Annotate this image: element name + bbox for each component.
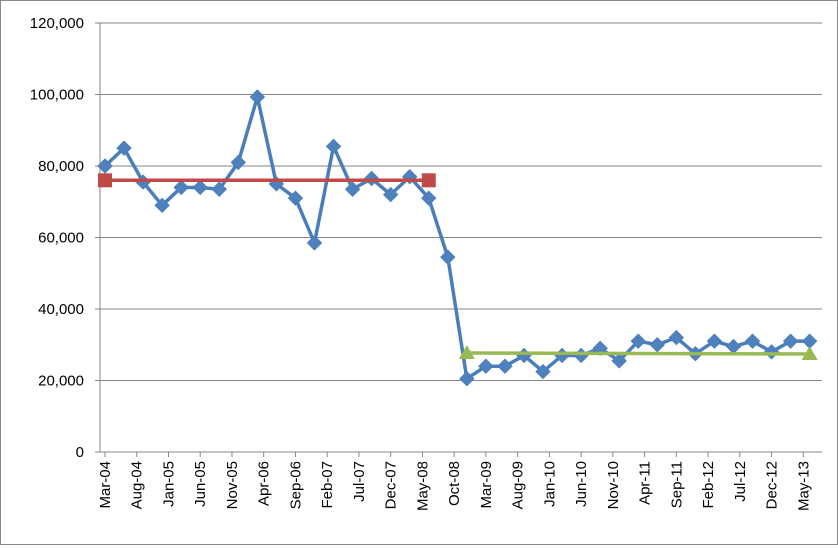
data-point [97, 158, 113, 174]
y-tick-label: 0 [76, 444, 84, 461]
data-point [249, 89, 266, 105]
data-point [801, 346, 818, 361]
data-point [440, 249, 456, 265]
x-tick-label: Dec-07 [383, 461, 400, 509]
x-tick-label: Aug-09 [510, 461, 527, 509]
x-tick-label: Feb-07 [319, 461, 336, 509]
data-point [668, 329, 685, 346]
x-tick-label: Jun-05 [192, 461, 209, 507]
data-point [306, 235, 323, 251]
data-point [744, 333, 761, 349]
data-point [782, 333, 799, 349]
data-point [382, 186, 399, 203]
data-point [116, 140, 132, 156]
y-tick-label: 20,000 [38, 373, 84, 390]
data-point [611, 353, 627, 369]
x-tick-label: Sep-06 [287, 461, 304, 509]
x-tick-label: Feb-12 [700, 461, 717, 509]
x-tick-label: Aug-04 [129, 461, 146, 509]
y-tick-label: 120,000 [30, 15, 84, 32]
y-tick-label: 60,000 [38, 230, 84, 247]
data-point [421, 190, 437, 206]
x-tick-label: Apr-06 [256, 461, 273, 506]
data-point [497, 358, 513, 374]
y-tick-label: 40,000 [38, 301, 84, 318]
y-tick-label: 100,000 [30, 87, 84, 104]
x-tick-label: Nov-10 [605, 461, 622, 509]
x-tick-label: Mar-04 [97, 461, 114, 509]
x-tick-label: Jan-05 [160, 461, 177, 507]
x-tick-label: Oct-08 [446, 461, 463, 506]
data-point [459, 371, 475, 387]
x-tick-label: Jan-10 [541, 461, 558, 507]
x-tick-label: Jun-10 [573, 461, 590, 507]
data-point [173, 179, 189, 196]
data-point [211, 181, 227, 197]
y-tick-label: 80,000 [38, 158, 84, 175]
data-point [421, 173, 436, 188]
series-line [466, 351, 810, 356]
data-point [154, 197, 170, 214]
x-tick-label: May-08 [414, 461, 431, 511]
data-point [230, 154, 247, 171]
data-point [344, 181, 361, 197]
x-tick-label: Apr-11 [637, 461, 654, 505]
data-point [192, 179, 208, 196]
data-point [478, 358, 494, 374]
data-point [287, 190, 304, 206]
data-point [630, 333, 646, 349]
x-tick-label: Mar-09 [478, 461, 495, 509]
data-point [98, 173, 112, 188]
x-tick-label: Nov-05 [224, 461, 241, 509]
x-tick-label: Sep-11 [668, 461, 685, 508]
x-tick-label: May-13 [795, 461, 812, 511]
x-tick-label: Dec-12 [764, 461, 781, 509]
data-point [458, 344, 475, 359]
data-point [706, 333, 723, 349]
data-point [325, 138, 342, 155]
data-point [649, 337, 666, 353]
x-tick-label: Jul-07 [351, 461, 368, 502]
x-tick-label: Jul-12 [732, 461, 749, 502]
data-point [535, 363, 551, 380]
